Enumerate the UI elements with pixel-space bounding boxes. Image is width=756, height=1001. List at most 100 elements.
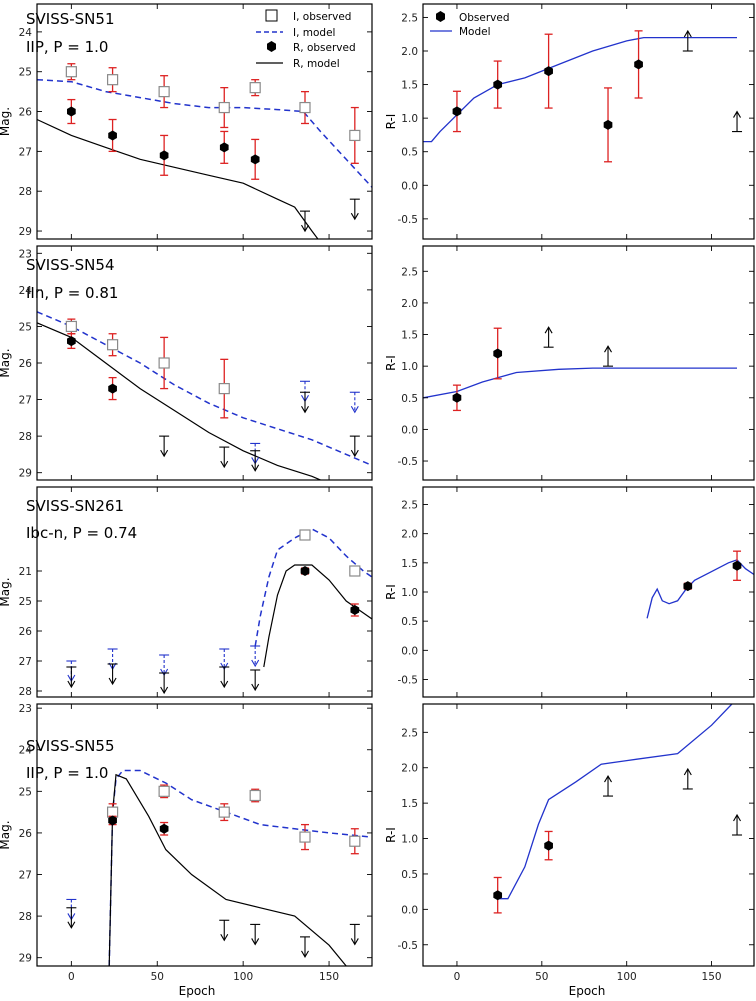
r-upper-limit-head: [67, 921, 76, 929]
r-upper-limit-head: [220, 933, 229, 942]
r-observed-point: [300, 566, 310, 576]
y-tick-label: 26: [19, 107, 33, 119]
y-tick-label: 27: [19, 146, 32, 158]
ri-lower-limit-head: [733, 813, 742, 822]
panel-title: SVISS-SN54: [26, 256, 115, 274]
y-tick-label: 0.5: [401, 869, 418, 881]
y-tick-label: 26: [19, 626, 33, 638]
ri-model-line: [423, 367, 737, 399]
panel-subtitle: IIP, P = 1.0: [26, 764, 108, 782]
r-observed-point: [159, 150, 169, 161]
ri-observed-point: [732, 560, 742, 571]
y-tick-label: -0.5: [398, 675, 419, 687]
y-tick-label: -0.5: [398, 456, 419, 468]
y-tick-label: 2.0: [401, 529, 418, 541]
y-tick-label: 29: [19, 953, 32, 965]
i-observed-point: [249, 789, 261, 802]
r-observed-point: [250, 154, 260, 165]
i-model-line: [254, 528, 372, 647]
y-tick-label: 0.5: [401, 393, 418, 405]
y-tick-label: 25: [19, 321, 32, 333]
r-upper-limit-head: [350, 938, 359, 946]
y-axis-label: R-I: [384, 584, 398, 600]
y-axis-label: R-I: [384, 827, 398, 843]
i-observed-point: [299, 529, 311, 541]
y-tick-label: 1.5: [401, 798, 418, 810]
ri-model-line: [423, 36, 737, 143]
y-tick-label: 0.0: [401, 645, 418, 657]
y-tick-label: 28: [19, 911, 32, 923]
y-axis-label: R-I: [384, 355, 398, 371]
y-tick-label: 25: [19, 596, 32, 608]
ri-observed-point: [544, 66, 553, 77]
i-observed-point: [65, 66, 77, 78]
ri-lower-limit-head: [604, 345, 612, 353]
i-observed-point: [158, 357, 170, 369]
plot-area: [423, 326, 737, 412]
panel-title: SVISS-SN261: [26, 497, 124, 515]
r-upper-limit-head: [301, 405, 309, 414]
ri-observed-point: [683, 581, 693, 592]
y-axis-label: R-I: [384, 114, 398, 130]
y-tick-label: 23: [19, 703, 32, 715]
r-upper-limit-head: [251, 938, 260, 946]
r-upper-limit-head: [220, 680, 229, 689]
y-axis-label: Mag.: [0, 820, 12, 849]
i-upper-limit-head: [251, 659, 260, 668]
y-tick-label: 0.0: [401, 180, 418, 192]
ri-observed-point: [452, 392, 462, 403]
y-tick-label: 0.5: [401, 616, 418, 628]
legend-model-label: Model: [459, 26, 491, 38]
i-observed-point: [299, 101, 311, 114]
y-tick-label: 26: [19, 828, 33, 840]
r-upper-limit-head: [251, 464, 260, 472]
i-observed-point: [349, 835, 361, 847]
plot-area: [646, 550, 754, 619]
plot-frame: [36, 245, 373, 481]
i-observed-point: [106, 74, 119, 86]
legend-observed-marker: [436, 11, 445, 22]
i-model-line: [108, 769, 372, 966]
i-observed-point: [218, 382, 230, 395]
ri-lower-limit-head: [604, 774, 612, 783]
legend-r-observed-label: R, observed: [293, 42, 356, 54]
i-observed-point: [349, 565, 361, 577]
y-tick-label: 28: [19, 431, 32, 443]
ri-lower-limit-head: [733, 110, 742, 118]
panel-subtitle: Ibc-n, P = 0.74: [26, 524, 137, 542]
plot-area: [66, 528, 372, 695]
y-tick-label: 2.5: [401, 727, 418, 739]
y-axis-label: Mag.: [0, 348, 12, 377]
i-observed-point: [218, 806, 230, 818]
plot-area: [37, 311, 372, 480]
x-tick-label: 0: [68, 971, 75, 983]
plot-frame: [36, 703, 373, 967]
y-tick-label: 24: [19, 27, 33, 39]
r-model-line: [37, 322, 323, 480]
r-observed-point: [108, 383, 117, 394]
r-observed-point: [219, 142, 229, 153]
legend-r-observed-marker: [267, 41, 276, 52]
y-tick-label: 2.5: [401, 500, 418, 512]
panel-sn54-lightcurve: SVISS-SN54 IIn, P = 0.81 23 24 25 26 27 28 29 M…: [0, 245, 373, 481]
ri-observed-point: [634, 59, 643, 70]
y-tick-label: 26: [19, 358, 33, 370]
y-tick-label: 1.5: [401, 558, 418, 570]
y-tick-label: 1.0: [401, 361, 418, 373]
y-tick-label: 1.0: [401, 587, 418, 599]
y-tick-label: 29: [19, 468, 32, 480]
plot-area: [423, 29, 743, 163]
y-tick-label: 27: [19, 395, 32, 407]
plot-frame: [422, 486, 755, 698]
y-tick-label: 2.0: [401, 763, 418, 775]
panel-sn51-lightcurve: SVISS-SN51 IIP, P = 1.0 I, observed I, m…: [0, 3, 373, 240]
r-model-line: [108, 773, 347, 966]
legend-color: Observed Model: [430, 11, 510, 38]
r-upper-limit-head: [160, 686, 169, 695]
plot-frame: [36, 3, 373, 240]
ri-observed-point: [544, 840, 553, 851]
r-upper-limit-head: [350, 212, 359, 221]
r-observed-point: [67, 106, 76, 117]
legend-i-observed-marker: [265, 9, 278, 22]
